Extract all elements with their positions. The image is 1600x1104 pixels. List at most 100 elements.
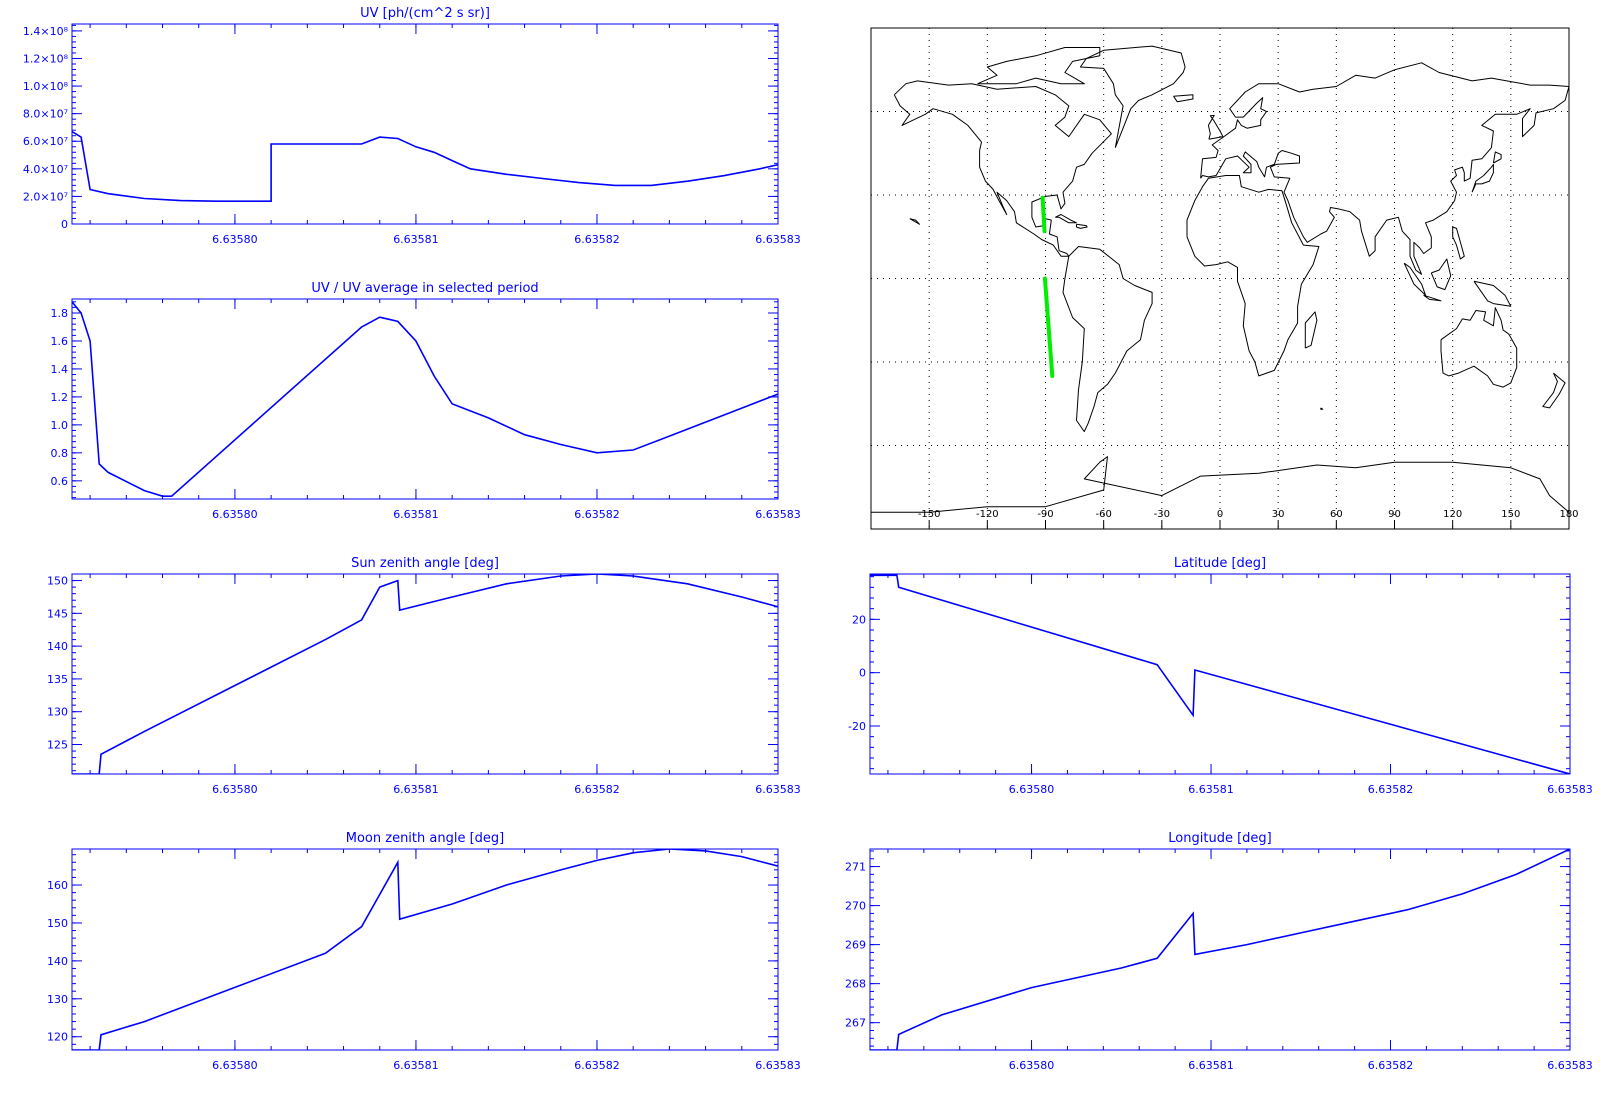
plot-frame <box>71 848 779 1051</box>
x-tick-label: 6.63583 <box>1547 1059 1593 1072</box>
chart-title: Longitude [deg] <box>1168 831 1271 846</box>
y-tick-label: 6.0×10⁷ <box>23 135 68 148</box>
coastline <box>1186 175 1320 377</box>
y-tick-label: 160 <box>47 879 68 892</box>
map-x-tick-label: -30 <box>1154 509 1170 520</box>
y-tick-label: 120 <box>47 1031 68 1044</box>
y-tick-label: 135 <box>47 673 68 686</box>
y-tick-label: 0 <box>61 218 68 231</box>
map-x-tick-label: 30 <box>1272 509 1285 520</box>
coastline <box>1079 45 1186 148</box>
coastline <box>1452 226 1465 260</box>
coastline <box>977 47 1101 85</box>
x-tick-label: 6.63581 <box>1188 1059 1234 1072</box>
x-tick-label: 6.63581 <box>393 783 439 796</box>
coastline <box>1473 280 1512 307</box>
y-tick-label: 0.6 <box>51 475 69 488</box>
y-tick-label: 150 <box>47 917 68 930</box>
chart-title: Sun zenith angle [deg] <box>351 556 499 571</box>
coastline <box>1173 94 1194 103</box>
x-tick-label: 6.63581 <box>393 1059 439 1072</box>
x-tick-label: 6.63580 <box>212 233 258 246</box>
x-tick-label: 6.63582 <box>574 233 620 246</box>
series-line-0 <box>72 574 778 774</box>
y-tick-label: 140 <box>47 955 68 968</box>
series-line-0 <box>870 849 1570 1050</box>
map-x-tick-label: 0 <box>1217 509 1223 520</box>
y-tick-label: 0 <box>859 667 866 680</box>
map-x-tick-label: -90 <box>1037 509 1053 520</box>
chart-uv <box>71 23 779 225</box>
chart-title: Moon zenith angle [deg] <box>346 831 504 846</box>
y-tick-label: 269 <box>845 939 866 952</box>
map-x-tick-label: 180 <box>1559 509 1578 520</box>
coastline <box>1304 311 1318 349</box>
y-tick-label: 150 <box>47 575 68 588</box>
y-tick-label: 2.0×10⁷ <box>23 190 68 203</box>
coastline <box>871 456 1569 513</box>
map-x-tick-label: 90 <box>1388 509 1401 520</box>
y-tick-label: 0.8 <box>51 447 69 460</box>
x-tick-label: 6.63580 <box>1009 783 1055 796</box>
x-tick-label: 6.63581 <box>393 233 439 246</box>
y-tick-label: 130 <box>47 706 68 719</box>
plot-frame <box>869 848 1571 1051</box>
x-tick-label: 6.63582 <box>574 508 620 521</box>
y-tick-label: 1.0 <box>51 419 69 432</box>
series-line-0 <box>870 574 1570 774</box>
y-tick-label: -20 <box>848 720 866 733</box>
coastline <box>1200 62 1569 275</box>
y-tick-label: 8.0×10⁷ <box>23 108 68 121</box>
y-tick-label: 145 <box>47 607 68 620</box>
series-line-0 <box>72 301 778 498</box>
coastline <box>1320 407 1324 410</box>
y-tick-label: 1.4 <box>51 363 69 376</box>
y-tick-label: 130 <box>47 993 68 1006</box>
series-line-0 <box>72 849 778 1050</box>
coastline <box>1062 246 1153 433</box>
x-tick-label: 6.63582 <box>574 783 620 796</box>
y-tick-label: 271 <box>845 861 866 874</box>
x-tick-label: 6.63581 <box>393 508 439 521</box>
x-tick-label: 6.63580 <box>212 1059 258 1072</box>
map-x-tick-label: -150 <box>918 509 941 520</box>
coastline <box>1207 114 1224 140</box>
y-tick-label: 270 <box>845 900 866 913</box>
series-line-0 <box>72 130 778 202</box>
x-tick-label: 6.63583 <box>755 508 801 521</box>
map-x-tick-label: 150 <box>1501 509 1520 520</box>
y-tick-label: 1.8 <box>51 307 69 320</box>
coastline <box>1471 163 1494 193</box>
y-tick-label: 140 <box>47 640 68 653</box>
coastline <box>1423 294 1442 302</box>
y-tick-label: 4.0×10⁷ <box>23 163 68 176</box>
y-tick-label: 1.2 <box>51 391 69 404</box>
x-tick-label: 6.63580 <box>1009 1059 1055 1072</box>
y-tick-label: 268 <box>845 978 866 991</box>
x-tick-label: 6.63582 <box>1368 783 1414 796</box>
y-tick-label: 1.4×10⁸ <box>23 25 69 38</box>
chart-moon-zenith <box>71 848 779 1051</box>
x-tick-label: 6.63582 <box>574 1059 620 1072</box>
plot-frame <box>71 298 779 500</box>
coastline <box>893 80 1112 257</box>
x-tick-label: 6.63583 <box>1547 783 1593 796</box>
y-tick-label: 267 <box>845 1017 866 1030</box>
x-tick-label: 6.63580 <box>212 508 258 521</box>
world-map <box>870 27 1570 530</box>
map-x-tick-label: 120 <box>1443 509 1462 520</box>
coastline <box>1076 223 1088 229</box>
chart-latitude <box>869 573 1571 775</box>
x-tick-label: 6.63582 <box>1368 1059 1414 1072</box>
plot-frame <box>71 23 779 225</box>
coastline <box>1054 214 1077 224</box>
coastline <box>1492 151 1502 164</box>
chart-uv-ratio <box>71 298 779 500</box>
y-tick-label: 1.6 <box>51 335 69 348</box>
chart-title: UV / UV average in selected period <box>311 281 538 296</box>
chart-longitude <box>869 848 1571 1051</box>
satellite-track <box>1040 195 1047 234</box>
x-tick-label: 6.63583 <box>755 1059 801 1072</box>
